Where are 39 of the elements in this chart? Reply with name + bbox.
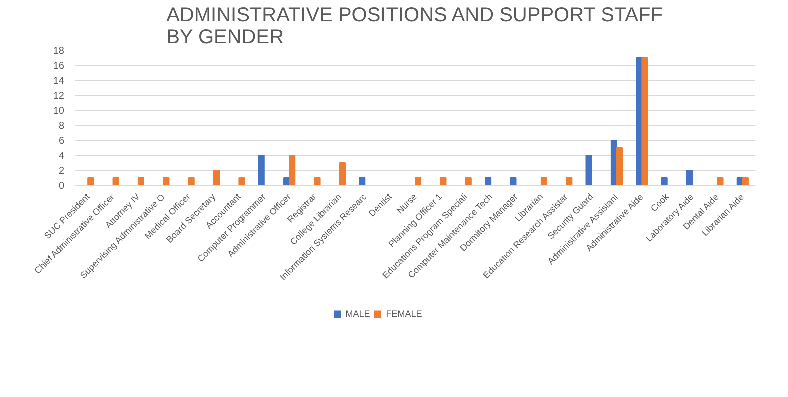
- bar: [742, 178, 749, 186]
- bar: [686, 170, 694, 186]
- chart-title: ADMINISTRATIVE POSITIONS AND SUPPORT STAFF BY GENDER: [166, 4, 663, 48]
- bar: [642, 58, 648, 186]
- bar: [188, 178, 195, 186]
- bar: [138, 178, 145, 186]
- y-tick-label: 4: [58, 151, 65, 162]
- y-tick-label: 8: [58, 121, 65, 132]
- bar: [289, 155, 296, 186]
- y-tick-label: 0: [58, 181, 65, 192]
- legend-label: FEMALE: [386, 309, 422, 319]
- bar: [616, 148, 624, 186]
- bar: [339, 162, 346, 186]
- y-tick-label: 10: [53, 106, 65, 117]
- bar: [440, 178, 447, 186]
- bar: [88, 178, 94, 186]
- bar: [661, 178, 668, 186]
- y-tick-label: 18: [53, 46, 65, 57]
- bar: [258, 155, 265, 186]
- bar: [586, 155, 592, 186]
- bar: [314, 178, 321, 186]
- bar: [214, 170, 220, 186]
- bar: [359, 178, 366, 186]
- bar: [163, 178, 170, 186]
- y-tick-label: 16: [53, 61, 65, 72]
- bar: [415, 178, 422, 186]
- bar: [238, 178, 246, 186]
- bar: [510, 178, 517, 186]
- y-tick-label: 12: [53, 91, 65, 102]
- bar: [465, 178, 472, 186]
- legend-label: MALE: [346, 309, 370, 319]
- bar: [485, 178, 492, 186]
- bar: [566, 178, 573, 186]
- bar: [717, 178, 724, 186]
- bar: [540, 178, 548, 186]
- y-tick-label: 2: [58, 166, 65, 177]
- bar: [112, 178, 120, 186]
- y-tick-label: 14: [53, 76, 65, 87]
- y-tick-label: 6: [58, 136, 65, 147]
